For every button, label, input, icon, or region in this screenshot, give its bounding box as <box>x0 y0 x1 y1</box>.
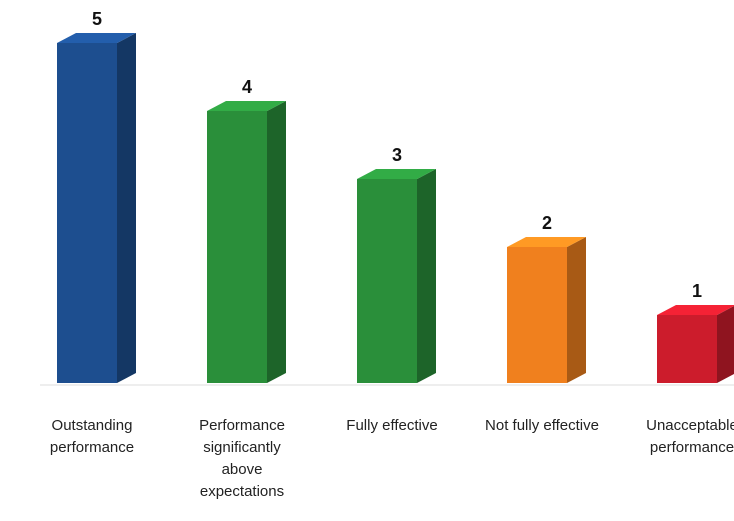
bar-side <box>117 33 136 383</box>
category-label: Outstanding performance <box>49 417 135 456</box>
bar <box>657 315 717 383</box>
bar-side <box>267 101 286 383</box>
bar-top <box>507 237 586 247</box>
value-label: 2 <box>542 213 552 233</box>
bar-top <box>357 169 436 179</box>
bar-top <box>657 305 734 315</box>
bar <box>507 247 567 383</box>
bar-top <box>207 101 286 111</box>
category-label: Unacceptable performance <box>646 417 734 456</box>
value-label: 4 <box>242 77 252 97</box>
bar-side <box>717 306 734 383</box>
bar <box>57 43 117 383</box>
category-label: Fully effective <box>346 417 438 434</box>
bar <box>207 111 267 383</box>
bar-side <box>417 169 436 383</box>
category-label: Performance significantly above expectat… <box>199 417 285 500</box>
value-label: 5 <box>92 9 102 29</box>
bar <box>357 179 417 383</box>
category-label: Not fully effective <box>485 417 599 434</box>
value-label: 1 <box>692 281 702 301</box>
bar-top <box>57 33 136 43</box>
value-label: 3 <box>392 145 402 165</box>
bar-side <box>567 237 586 383</box>
